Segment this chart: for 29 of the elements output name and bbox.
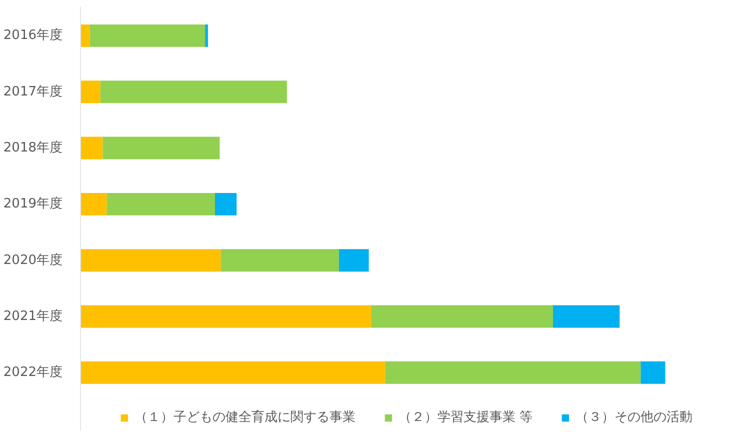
legend-label: （２）学習支援事業 等 xyxy=(398,409,533,426)
bar xyxy=(80,192,107,216)
legend-label: （３）その他の活動 xyxy=(576,409,693,426)
bar xyxy=(100,80,287,104)
bar xyxy=(220,249,339,272)
bar xyxy=(80,305,372,328)
bar xyxy=(205,24,208,47)
bar xyxy=(80,361,386,384)
bar xyxy=(385,361,641,384)
y-tick-label: 2019年度 xyxy=(3,196,63,212)
bar xyxy=(338,249,369,272)
bar xyxy=(80,136,103,160)
legend-label: （１）子どもの健全育成に関する事業 xyxy=(134,408,356,426)
bar xyxy=(102,136,220,160)
bar xyxy=(90,24,206,47)
y-tick-label: 2022年度 xyxy=(3,364,63,380)
y-tick-label: 2018年度 xyxy=(3,140,63,156)
bar xyxy=(80,249,221,272)
bar xyxy=(640,361,666,384)
y-tick-label: 2016年度 xyxy=(3,27,63,44)
y-tick-label: 2021年度 xyxy=(3,308,63,324)
bar xyxy=(80,80,100,104)
bar xyxy=(106,192,215,216)
bar xyxy=(552,305,620,328)
y-tick-label: 2017年度 xyxy=(3,83,63,100)
bar xyxy=(80,24,90,47)
bar xyxy=(371,305,553,328)
bar xyxy=(214,192,237,216)
y-tick-label: 2020年度 xyxy=(3,252,63,268)
